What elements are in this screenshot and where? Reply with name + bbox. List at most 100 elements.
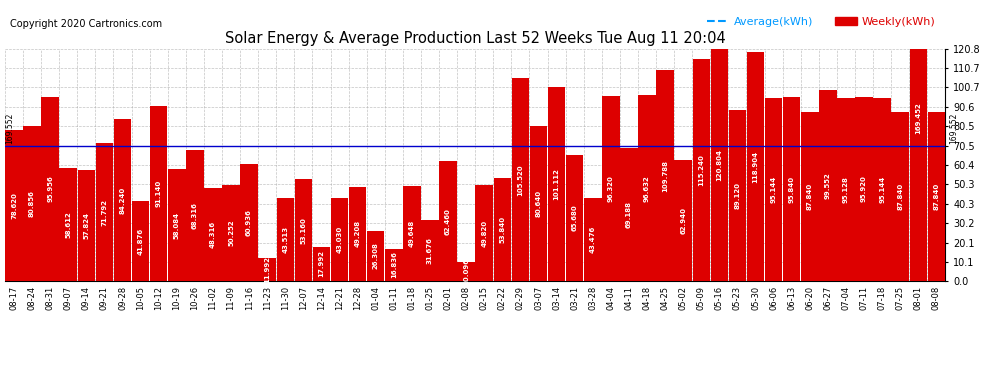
Bar xyxy=(891,112,909,281)
Bar xyxy=(348,186,366,281)
Bar xyxy=(42,97,59,281)
Text: 118.904: 118.904 xyxy=(752,151,758,183)
Text: 84.240: 84.240 xyxy=(120,186,126,214)
Bar xyxy=(838,98,854,281)
Text: 96.632: 96.632 xyxy=(644,175,650,202)
Bar xyxy=(746,53,764,281)
Bar xyxy=(204,188,222,281)
Text: 109.788: 109.788 xyxy=(662,160,668,192)
Bar xyxy=(149,106,167,281)
Text: 49.208: 49.208 xyxy=(354,220,360,248)
Bar xyxy=(223,184,240,281)
Text: 99.552: 99.552 xyxy=(825,172,831,199)
Bar xyxy=(186,150,204,281)
Text: 48.316: 48.316 xyxy=(210,221,216,248)
Text: 169.452: 169.452 xyxy=(916,102,922,134)
Bar xyxy=(801,112,819,281)
Text: 10.096: 10.096 xyxy=(463,258,469,285)
Text: 80.856: 80.856 xyxy=(29,190,35,217)
Title: Solar Energy & Average Production Last 52 Weeks Tue Aug 11 20:04: Solar Energy & Average Production Last 5… xyxy=(225,31,726,46)
Bar xyxy=(639,95,655,281)
Bar xyxy=(295,179,312,281)
Text: 95.144: 95.144 xyxy=(770,176,776,203)
Text: 43.476: 43.476 xyxy=(590,226,596,253)
Text: 115.240: 115.240 xyxy=(698,154,704,186)
Text: 65.680: 65.680 xyxy=(571,205,578,231)
Text: 17.992: 17.992 xyxy=(319,251,325,278)
Bar xyxy=(873,98,891,281)
Bar xyxy=(421,220,439,281)
Bar xyxy=(547,87,565,281)
Bar xyxy=(258,258,276,281)
Bar xyxy=(59,168,77,281)
Text: 95.956: 95.956 xyxy=(48,176,53,202)
Text: 89.120: 89.120 xyxy=(735,182,741,209)
Bar xyxy=(729,110,746,281)
Text: 78.620: 78.620 xyxy=(11,192,17,219)
Bar xyxy=(24,126,41,281)
Text: 87.840: 87.840 xyxy=(807,183,813,210)
Text: 43.513: 43.513 xyxy=(282,226,288,253)
Text: 96.320: 96.320 xyxy=(608,175,614,202)
Text: 31.676: 31.676 xyxy=(427,237,433,264)
Text: 95.144: 95.144 xyxy=(879,176,885,203)
Text: 53.840: 53.840 xyxy=(499,216,505,243)
Text: 71.792: 71.792 xyxy=(101,199,108,226)
Text: 105.520: 105.520 xyxy=(518,164,524,195)
Text: 95.920: 95.920 xyxy=(861,176,867,202)
Text: 80.640: 80.640 xyxy=(536,190,542,217)
Bar xyxy=(241,164,257,281)
Text: 62.460: 62.460 xyxy=(446,208,451,235)
Text: 87.840: 87.840 xyxy=(897,183,903,210)
Text: 16.836: 16.836 xyxy=(391,252,397,279)
Text: 95.840: 95.840 xyxy=(789,176,795,202)
Bar xyxy=(855,97,873,281)
Bar xyxy=(114,119,132,281)
Bar xyxy=(367,231,384,281)
Text: 69.188: 69.188 xyxy=(626,201,632,228)
Bar xyxy=(584,198,602,281)
Text: 87.840: 87.840 xyxy=(934,183,940,210)
Text: 49.820: 49.820 xyxy=(481,220,487,247)
Bar xyxy=(693,60,710,281)
Text: 95.128: 95.128 xyxy=(842,176,849,203)
Bar xyxy=(910,0,927,281)
Bar xyxy=(96,143,113,281)
Text: 57.824: 57.824 xyxy=(83,212,89,239)
Text: 60.936: 60.936 xyxy=(247,209,252,236)
Bar xyxy=(313,247,331,281)
Text: 49.648: 49.648 xyxy=(409,220,415,247)
Text: 68.316: 68.316 xyxy=(192,202,198,229)
Bar xyxy=(475,185,493,281)
Text: 169.552: 169.552 xyxy=(949,112,958,144)
Text: 120.804: 120.804 xyxy=(717,149,723,181)
Bar xyxy=(403,186,421,281)
Bar xyxy=(783,97,801,281)
Text: 169.552: 169.552 xyxy=(5,112,14,144)
Bar xyxy=(819,90,837,281)
Bar xyxy=(132,201,149,281)
Text: 43.030: 43.030 xyxy=(337,226,343,254)
Bar xyxy=(620,148,638,281)
Bar xyxy=(457,262,475,281)
Bar xyxy=(494,178,511,281)
Bar xyxy=(168,170,185,281)
Legend: Average(kWh), Weekly(kWh): Average(kWh), Weekly(kWh) xyxy=(702,12,940,32)
Bar xyxy=(765,98,782,281)
Bar xyxy=(512,78,530,281)
Bar xyxy=(566,155,583,281)
Bar xyxy=(331,198,348,281)
Bar xyxy=(77,170,95,281)
Bar xyxy=(385,249,403,281)
Text: 62.940: 62.940 xyxy=(680,207,686,234)
Text: 50.252: 50.252 xyxy=(228,220,234,246)
Bar xyxy=(656,70,674,281)
Text: 11.992: 11.992 xyxy=(264,256,270,283)
Text: Copyright 2020 Cartronics.com: Copyright 2020 Cartronics.com xyxy=(10,19,162,29)
Bar xyxy=(928,112,945,281)
Text: 53.160: 53.160 xyxy=(300,217,306,243)
Bar xyxy=(5,130,23,281)
Text: 58.612: 58.612 xyxy=(65,211,71,238)
Bar xyxy=(440,161,456,281)
Bar xyxy=(674,160,692,281)
